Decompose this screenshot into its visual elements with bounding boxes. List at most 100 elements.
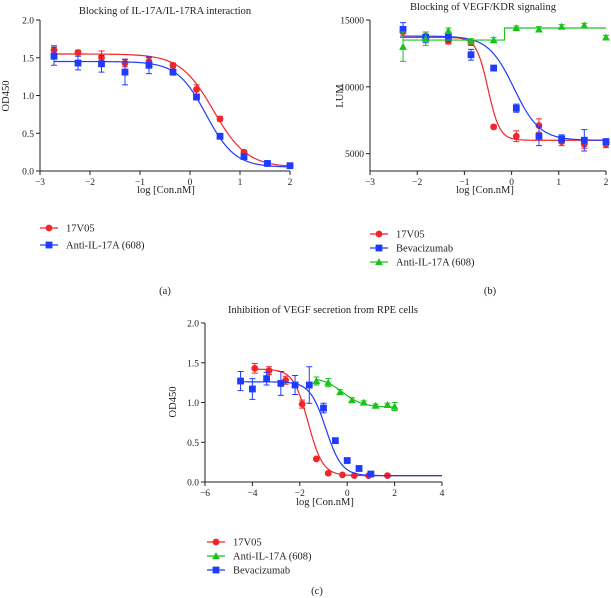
data-point	[580, 21, 589, 29]
panel-label: (c)	[311, 586, 323, 597]
x-tick-label: −6	[200, 489, 210, 499]
data-point	[74, 59, 82, 67]
data-point	[490, 64, 498, 72]
series-anti-il-17a-608-	[399, 21, 610, 62]
data-point	[264, 160, 271, 167]
data-point	[421, 34, 430, 42]
data-point	[193, 86, 200, 93]
y-axis-label: LUM	[335, 84, 346, 108]
x-tick-label: 1	[238, 178, 243, 188]
data-point	[390, 402, 399, 410]
chart-panel-c: Inhibition of VEGF secretion from RPE ce…	[168, 305, 445, 597]
x-axis-label: log [Con.nM]	[296, 497, 354, 508]
data-point	[50, 52, 58, 60]
legend-label: Anti-IL-17A (608)	[396, 258, 475, 269]
panel-label: (a)	[159, 286, 171, 297]
fit-curve	[403, 36, 606, 141]
y-tick-label: 10000	[340, 83, 364, 93]
legend-marker	[212, 538, 220, 546]
data-point	[286, 162, 294, 170]
y-tick-label: 5000	[345, 150, 364, 160]
data-point	[251, 364, 259, 372]
data-point	[324, 378, 333, 386]
data-point	[291, 381, 299, 389]
data-point	[558, 135, 566, 143]
legend-marker	[375, 244, 383, 252]
legend-marker	[212, 566, 220, 574]
x-tick-label: 2	[288, 178, 293, 188]
series-anti-il-17a-608-	[312, 376, 399, 411]
data-point	[331, 437, 339, 445]
x-axis-label: log [Con.nM]	[456, 185, 514, 196]
chart-title: Inhibition of VEGF secretion from RPE ce…	[228, 305, 418, 316]
data-point	[535, 25, 543, 33]
data-point	[489, 36, 498, 44]
data-point	[240, 153, 248, 161]
x-tick-label: 4	[440, 489, 445, 499]
data-point	[444, 26, 453, 34]
x-tick-label: 0	[509, 178, 514, 188]
y-tick-label: 1.0	[22, 92, 34, 102]
data-point	[512, 104, 520, 112]
y-tick-label: 1.0	[187, 399, 199, 409]
data-point	[336, 388, 344, 396]
data-point	[512, 132, 520, 140]
legend-label: 17V05	[66, 224, 95, 235]
y-tick-label: 0.0	[22, 168, 34, 178]
chart-panel-b: Blocking of VEGF/KDR signaling −3 −2 −1 0 1 2 5…	[335, 2, 610, 297]
y-axis-label: OD450	[1, 81, 12, 112]
data-point	[359, 398, 368, 406]
y-tick-label: 2.0	[187, 320, 199, 330]
data-point	[383, 400, 392, 409]
y-tick-label: 0.0	[187, 479, 199, 489]
data-point	[348, 396, 356, 404]
fit-curve	[403, 35, 607, 141]
series-anti-il-17a-608-	[50, 46, 294, 170]
legend-marker	[212, 552, 220, 560]
legend-marker	[375, 258, 383, 266]
x-tick-label: 0	[188, 178, 193, 188]
data-point	[193, 93, 200, 101]
y-tick-label: 1.5	[22, 54, 34, 64]
data-point	[490, 123, 498, 131]
chart-title: Blocking of IL-17A/IL-17RA interaction	[79, 6, 252, 17]
data-point	[535, 132, 543, 140]
x-tick-label: −2	[85, 178, 95, 188]
fit-curve	[240, 381, 442, 477]
legend-marker	[375, 230, 383, 238]
data-point	[343, 457, 351, 464]
data-point	[249, 385, 256, 393]
data-point	[277, 380, 285, 387]
data-point	[216, 132, 224, 140]
data-point	[145, 61, 153, 69]
x-tick-label: 2	[392, 489, 397, 499]
data-point	[512, 24, 521, 32]
data-point	[263, 375, 271, 383]
y-tick-label: 0.5	[22, 130, 34, 140]
data-point	[121, 68, 129, 76]
data-point	[580, 136, 588, 144]
x-tick-label: 2	[604, 178, 609, 188]
legend-marker	[45, 241, 53, 249]
fit-curve	[54, 60, 291, 168]
data-point	[320, 404, 327, 412]
y-tick-label: 0.5	[187, 439, 199, 449]
data-point	[444, 33, 452, 41]
data-point	[602, 138, 610, 146]
data-point	[371, 401, 380, 409]
panel-label: (b)	[484, 286, 497, 297]
x-tick-label: 1	[556, 178, 561, 188]
data-point	[312, 377, 321, 385]
series-17v05	[50, 45, 294, 170]
x-tick-label: −3	[365, 178, 375, 188]
data-point	[399, 42, 407, 50]
data-point	[399, 25, 407, 33]
x-tick-label: −1	[135, 178, 145, 188]
data-point	[216, 115, 224, 123]
y-tick-label: 1.5	[187, 359, 199, 369]
y-axis-label: OD450	[168, 387, 179, 418]
legend-label: 17V05	[396, 230, 425, 241]
data-point	[557, 22, 566, 30]
data-point	[169, 61, 177, 69]
legend-label: Anti-IL-17A (608)	[66, 241, 145, 252]
